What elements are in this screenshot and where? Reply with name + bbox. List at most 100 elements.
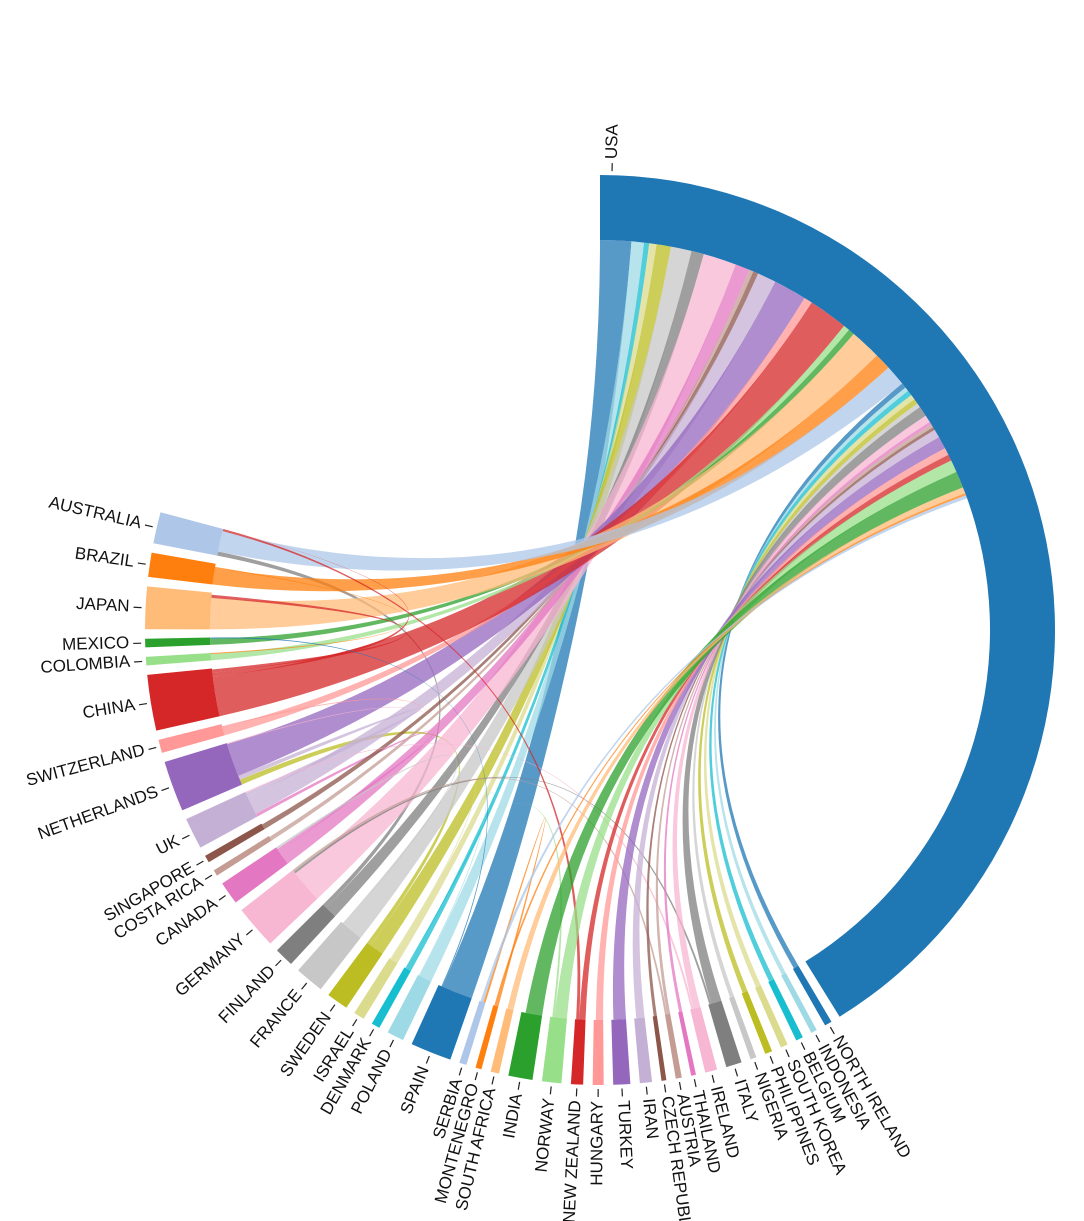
tick-south-africa [491,1076,495,1085]
label-india: INDIA [499,1091,526,1140]
tick-india [517,1081,521,1090]
tick-brazil [137,562,146,565]
label-japan: JAPAN [76,594,130,616]
tick-spain [425,1055,430,1064]
tick-finland [275,959,282,967]
arc-new-zealand [570,1019,586,1085]
tick-australia [144,524,153,528]
arc-south-africa [490,1008,514,1074]
tick-norway [549,1086,552,1095]
tick-italy [734,1068,739,1077]
tick-thailand [693,1079,697,1088]
tick-iran [645,1086,648,1095]
arc-germany [241,870,318,944]
tick-indonesia [815,1034,821,1043]
arc-indonesia [781,972,817,1033]
arc-mexico [145,637,211,648]
tick-china [138,702,148,706]
label-netherlands: NETHERLANDS [35,782,160,843]
arc-sweden [328,942,383,1008]
tick-denmark [369,1028,375,1037]
arc-north-ireland [792,965,832,1026]
arc-ireland [690,1006,718,1073]
tick-austria [678,1081,682,1091]
label-uk: UK [153,831,183,859]
arc-finland [276,904,336,964]
arc-australia [153,512,224,556]
tick-poland [389,1039,395,1048]
tick-serbia [458,1067,463,1076]
label-australia: AUSTRALIA [47,493,144,533]
tick-colombia [134,660,143,663]
ribbon-germany-usa [295,254,736,899]
ribbon-japan-usa [210,333,877,630]
arc-singapore [205,823,265,863]
tick-netherlands [161,787,170,792]
tick-canada [218,894,226,901]
label-norway: NORWAY [532,1097,559,1173]
label-mexico: MEXICO [62,633,130,654]
arc-turkey [611,1019,631,1085]
label-turkey: TURKEY [614,1100,636,1170]
arc-belgium [768,979,803,1041]
tick-sweden [329,1004,336,1012]
ribbon-china-japan [211,594,406,673]
tick-germany [245,929,253,936]
arc-canada [222,847,288,903]
ribbon-sweden-netherlands [239,731,460,946]
arc-austria [664,1013,682,1079]
arc-montenegro [475,1005,499,1070]
label-usa: USA [602,123,622,159]
ribbon-montenegro-serbia [483,817,546,1007]
arc-china [147,668,220,731]
label-brazil: BRAZIL [74,544,136,571]
arc-india [508,1011,543,1080]
ribbon-china-usa [212,302,845,717]
tick-montenegro [474,1072,478,1081]
label-colombia: COLOMBIA [40,652,131,677]
ribbon-france-usa [344,246,692,938]
arc-israel [354,958,398,1019]
ribbon-new-zealand-usa [579,454,952,1020]
tick-ireland [711,1074,715,1083]
arc-layer [145,175,1055,1085]
tick-south-korea [785,1049,790,1058]
tick-north-ireland [829,1026,835,1035]
tick-switzerland [148,746,157,751]
arc-usa [600,175,1055,1017]
arc-france [298,921,361,990]
arc-czech-republic [652,1015,667,1081]
label-spain: SPAIN [397,1063,433,1116]
arc-colombia [145,653,212,666]
arc-south-korea [755,985,788,1048]
tick-singapore [196,860,204,866]
arc-costa-rica [213,836,272,876]
arc-japan [145,586,212,630]
arc-denmark [371,967,411,1028]
arc-spain [411,985,472,1060]
arc-netherlands [164,743,242,811]
tick-uk [182,834,190,840]
tick-israel [352,1018,358,1027]
label-china: CHINA [81,695,137,722]
arc-iran [634,1017,653,1084]
tick-nigeria [754,1061,759,1070]
arc-hungary [592,1019,604,1085]
arc-serbia [459,1000,486,1065]
tick-belgium [800,1042,806,1050]
label-hungary: HUNGARY [587,1101,606,1186]
arc-poland [387,974,432,1041]
arc-brazil [148,552,216,585]
ribbon-iran-usa [632,429,939,1019]
ribbon-layer [210,240,968,1021]
tick-czech-republic [663,1084,667,1093]
ribbon-spain-usa [442,240,632,999]
arc-nigeria [729,996,757,1060]
arc-philippines [741,991,773,1054]
arc-norway [541,1016,567,1084]
arc-switzerland [158,724,225,753]
label-iran: IRAN [639,1098,662,1140]
label-switzerland: SWITZERLAND [24,740,147,790]
